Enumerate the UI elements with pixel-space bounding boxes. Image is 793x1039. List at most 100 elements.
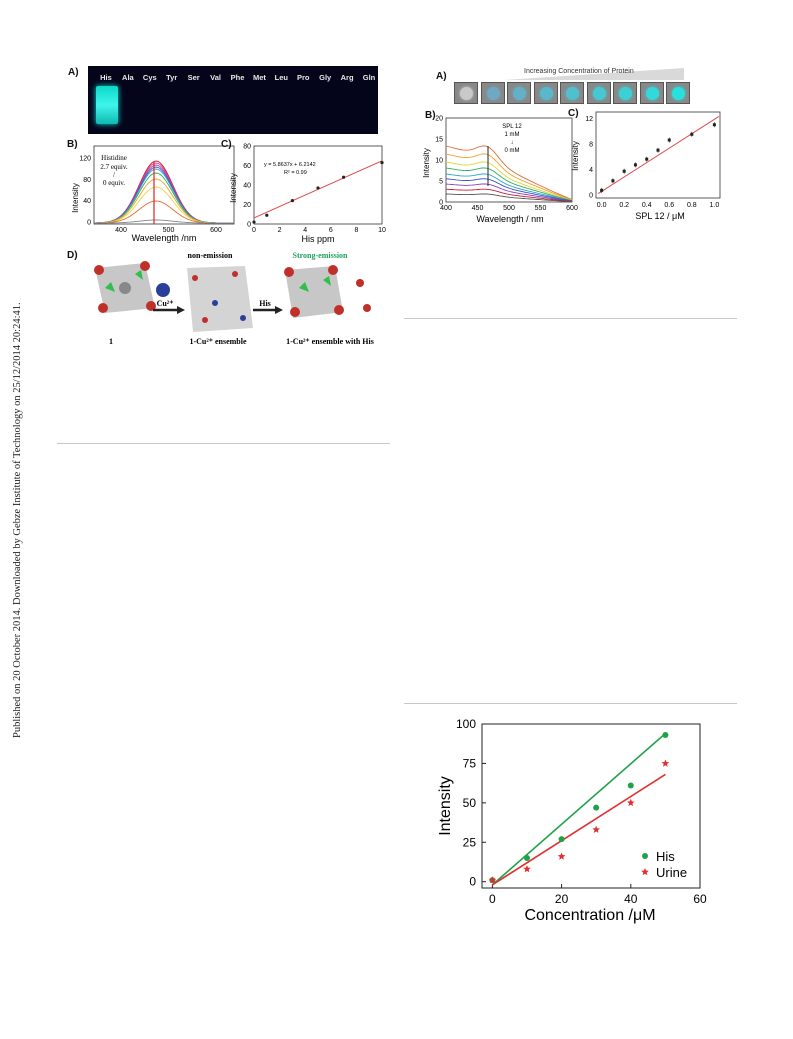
data-points <box>252 160 384 224</box>
section-divider-right-1 <box>404 318 737 319</box>
data-point <box>600 188 604 192</box>
y-tick-label: 40 <box>243 183 251 190</box>
x-tick-label: 8 <box>354 227 358 234</box>
amino-acid-label: Met <box>252 73 266 82</box>
x-tick-labels: 0 20 40 60 <box>489 884 707 906</box>
annotation-line-3: / <box>113 171 115 179</box>
annotation-line-3: ↓ <box>511 140 514 146</box>
data-point <box>342 175 346 179</box>
fit-r2: R² = 0.99 <box>284 170 307 176</box>
data-point <box>690 132 694 136</box>
legend-label: His <box>656 849 675 864</box>
caption-ensemble: 1-Cu²⁺ ensemble <box>189 337 247 346</box>
x-tick-label: 0.2 <box>619 202 629 209</box>
amino-acid-label: Leu <box>274 73 288 82</box>
sensor-well <box>560 82 584 104</box>
plot-frame <box>481 723 701 889</box>
amino-acid-label: Ser <box>187 73 200 82</box>
amino-acid-label-row: His Ala Cys Tyr Ser Val Phe Met Leu Pro Gly Arg Gln <box>95 73 380 85</box>
y-tick-label: 12 <box>585 116 593 123</box>
x-tick-label: 20 <box>555 892 569 906</box>
sensor-well <box>666 82 690 104</box>
y-tick-labels: 0 20 40 60 80 <box>243 144 251 229</box>
y-tick-label: 75 <box>463 756 477 770</box>
y-tick-label: 60 <box>243 163 251 170</box>
well-spot <box>619 87 632 100</box>
plot-frame <box>445 117 573 203</box>
y-tick-label: 15 <box>435 137 443 144</box>
data-point <box>712 123 716 127</box>
well-spot <box>513 87 526 100</box>
sensor-well <box>454 82 478 104</box>
data-point-his <box>627 782 634 789</box>
y-tick-label: 0 <box>589 192 593 199</box>
cu-ion-sphere <box>156 283 170 297</box>
plot-frame <box>93 145 235 225</box>
spectrum-curve <box>445 173 573 202</box>
spectrum-curve <box>445 145 573 200</box>
sensor-well <box>533 82 558 104</box>
data-point <box>380 160 384 165</box>
his-arrow-label: His <box>259 299 271 308</box>
well-spot <box>460 87 473 100</box>
y-axis-label: Intensity <box>571 141 580 171</box>
x-axis-label: Concentration /μM <box>524 907 655 924</box>
y-tick-labels: 0 25 50 75 100 <box>456 717 486 889</box>
y-tick-label: 20 <box>435 116 443 123</box>
y-axis-label: Intensity <box>71 183 80 213</box>
amino-acid-label: Tyr <box>166 73 178 82</box>
well-spot <box>592 87 606 100</box>
spectrum-curve <box>445 193 573 203</box>
data-point <box>667 138 671 142</box>
fit-line <box>597 116 720 194</box>
x-tick-label: 600 <box>566 205 578 212</box>
data-point-his <box>593 804 600 811</box>
y-axis-label: Intensity <box>229 173 238 203</box>
arrow-his-head <box>275 306 283 314</box>
data-point-his <box>558 836 565 843</box>
x-tick-labels: 0.0 0.2 0.4 0.6 0.8 1.0 <box>597 202 720 209</box>
spectrum-curve <box>445 153 573 201</box>
x-tick-label: 0.4 <box>642 202 652 209</box>
annotation-line-4: 0 mM <box>505 148 520 154</box>
molecule-1-aggregate <box>94 261 156 313</box>
amino-acid-label: Pro <box>297 73 310 82</box>
panel-b-label: B) <box>67 139 78 150</box>
x-tick-labels: 400 450 500 550 600 <box>440 205 578 212</box>
spectrum-curve <box>94 219 234 224</box>
amino-acid-label: Val <box>210 73 221 82</box>
his-vial-glow <box>96 86 118 124</box>
well-spot <box>645 87 659 100</box>
panel-c-label-right: C) <box>568 108 579 119</box>
x-tick-label: 600 <box>210 227 222 234</box>
plot-frame <box>595 111 721 199</box>
data-point <box>252 220 256 224</box>
y-tick-label: 50 <box>463 796 477 810</box>
x-tick-label: 0.6 <box>664 202 674 209</box>
data-points <box>488 732 670 884</box>
well-spot <box>486 87 500 100</box>
y-tick-label: 40 <box>83 198 91 205</box>
y-tick-label: 100 <box>456 717 476 731</box>
concentration-wedge <box>504 68 684 80</box>
data-point <box>633 163 637 167</box>
caption-ensemble-his: 1-Cu²⁺ ensemble with His <box>286 337 374 346</box>
arrow-cu-head <box>177 306 185 314</box>
x-tick-label: 60 <box>693 892 707 906</box>
y-axis-label: Intensity <box>422 148 431 178</box>
legend-marker <box>642 853 648 859</box>
panel-a-label: A) <box>68 67 79 78</box>
his-calibration-plot: 0 20 40 60 80 0 2 4 6 8 10 y = 5.8637x + 6.2142 R… <box>229 144 386 245</box>
x-tick-label: 500 <box>503 205 515 212</box>
publication-sidebar-note: Published on 20 October 2014. Downloaded… <box>12 302 23 738</box>
spectra-curves <box>93 160 234 224</box>
fit-equation: y = 5.8637x + 6.2142 <box>264 162 316 168</box>
cu-arrow-label: Cu²⁺ <box>157 299 174 308</box>
protein-banner: Increasing Concentration of Protein <box>454 66 689 82</box>
x-axis-label: SPL 12 / μM <box>635 211 684 221</box>
data-point-urine <box>523 865 531 873</box>
strong-emission-label: Strong-emission <box>293 251 349 260</box>
annotation-line-2: 2.7 equiv. <box>100 163 128 171</box>
sensor-well <box>639 82 664 104</box>
